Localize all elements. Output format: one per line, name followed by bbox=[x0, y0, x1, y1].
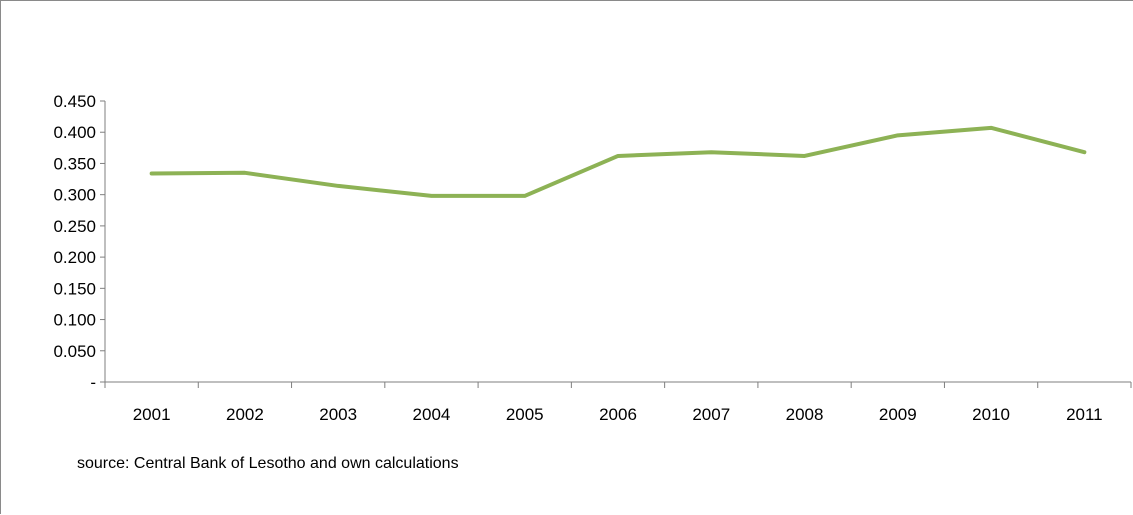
series-group bbox=[149, 125, 1087, 198]
x-axis: 2001 2002 2003 2004 2005 2006 2007 2008 2009 2010… bbox=[104, 381, 1132, 424]
x-tick-label: 2005 bbox=[506, 405, 544, 424]
y-tick-label: 0.450 bbox=[53, 92, 96, 111]
x-tick-label: 2010 bbox=[972, 405, 1010, 424]
x-tick-label: 2007 bbox=[692, 405, 730, 424]
x-tick-label: 2009 bbox=[879, 405, 917, 424]
y-tick-label: 0.200 bbox=[53, 248, 96, 267]
y-tick-label: - bbox=[90, 373, 96, 392]
y-tick-label: 0.350 bbox=[53, 154, 96, 173]
series-line bbox=[149, 125, 1087, 198]
y-tick-label: 0.300 bbox=[53, 186, 96, 205]
x-tick-label: 2008 bbox=[786, 405, 824, 424]
x-tick-label: 2003 bbox=[319, 405, 357, 424]
y-tick-label: 0.050 bbox=[53, 342, 96, 361]
source-note: source: Central Bank of Lesotho and own … bbox=[77, 455, 459, 472]
x-tick-label: 2011 bbox=[1066, 405, 1103, 424]
y-tick-label: 0.100 bbox=[53, 311, 96, 330]
x-tick-label: 2002 bbox=[226, 405, 264, 424]
x-tick-label: 2006 bbox=[599, 405, 637, 424]
y-tick-label: 0.250 bbox=[53, 217, 96, 236]
x-tick-label: 2001 bbox=[133, 405, 171, 424]
y-tick-label: 0.150 bbox=[53, 279, 96, 298]
y-tick-label: 0.400 bbox=[53, 123, 96, 142]
x-tick-label: 2004 bbox=[413, 405, 451, 424]
y-axis: - 0.050 0.100 0.150 0.200 0.250 0.300 0.350 0.40… bbox=[53, 92, 106, 392]
